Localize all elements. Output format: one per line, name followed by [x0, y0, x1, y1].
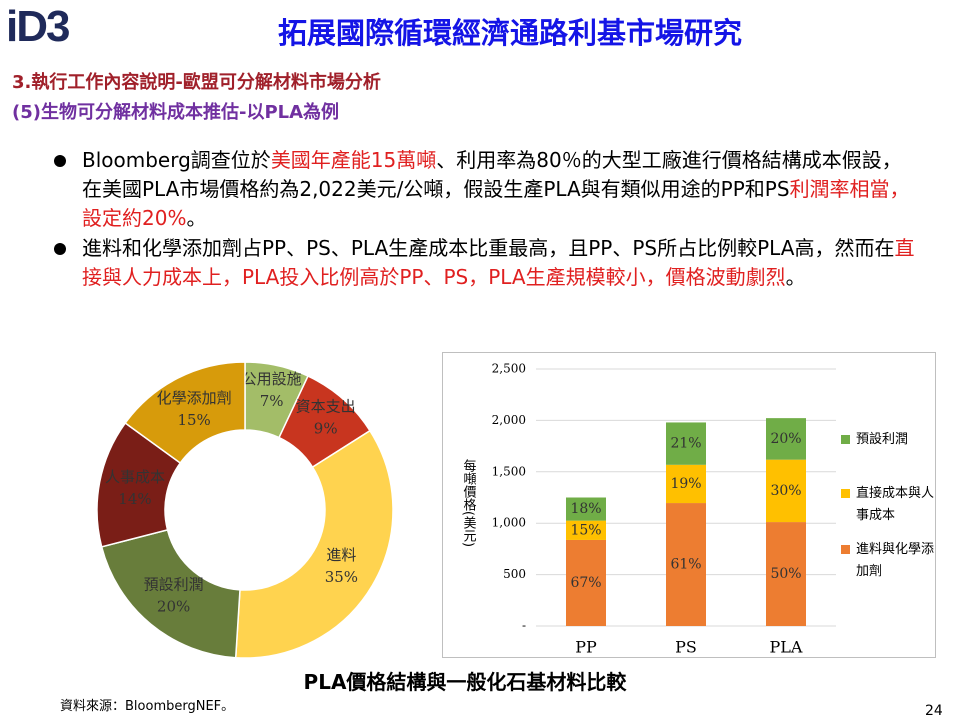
legend-swatch	[841, 435, 850, 444]
legend-label: 進料與化學添加劑	[856, 542, 935, 579]
slice-label: 公用設施	[242, 370, 302, 388]
slice-value-label: 14%	[118, 490, 151, 508]
subsection-heading: (5)生物可分解材料成本推估-以PLA為例	[12, 102, 340, 123]
slice-value-label: 9%	[314, 419, 338, 437]
bullet-text: 。	[186, 206, 207, 230]
bar-share-label: 67%	[570, 575, 601, 591]
bar-segment	[566, 539, 606, 626]
bullet-text: 利潤率相當，設定約20%	[82, 177, 910, 230]
bullet-text: 、利用率為80％的大型工廠進行價格結構成本假設，在美國PLA市場價格約為2,02…	[82, 148, 902, 201]
legend-swatch	[841, 489, 850, 498]
legend-label: 預設利潤	[856, 432, 909, 447]
logo: iD3	[6, 2, 71, 51]
legend-entry: 進料與化學添加劑	[841, 539, 936, 583]
bar-share-label: 21%	[670, 436, 701, 452]
bullet-text: 美國年產能15萬噸	[270, 148, 437, 172]
bar-share-label: 15%	[570, 522, 601, 538]
bar-chart: - 500 1,000 1,500 2,000 2,500 每噸價格(美元) PP 67% 15%…	[461, 362, 836, 657]
bullet: Bloomberg調查位於美國年產能15萬噸、利用率為80％的大型工廠進行價格結…	[54, 146, 917, 233]
bar-segment	[666, 464, 706, 504]
caption: PLA價格結構與一般化石基材料比較	[303, 670, 627, 694]
bullet: 進料和化學添加劑占PP、PS、PLA生產成本比重最高，且PP、PS所占比例較PL…	[54, 234, 917, 292]
bar-share-label: 61%	[670, 557, 701, 573]
x-tick-label: PP	[575, 638, 597, 657]
slice-label: 人事成本	[105, 468, 165, 486]
slice-label: 進料	[326, 546, 356, 564]
bullet-text: Bloomberg調查位於	[82, 148, 271, 172]
slice-label: 化學添加劑	[157, 389, 232, 407]
donut-slice	[234, 429, 394, 659]
bar-segment	[766, 459, 806, 523]
bullet-text: 進料和化學添加劑占PP、PS、PLA生產成本比重最高，且PP、PS所占比例較PL…	[82, 236, 895, 260]
page-number: 24	[925, 703, 943, 719]
legend-label: 直接成本與人事成本	[856, 486, 935, 523]
bullet-dot	[54, 243, 66, 255]
bullet-dot	[54, 155, 66, 167]
bar-segment	[666, 422, 706, 465]
legend-entry: 直接成本與人事成本	[841, 483, 936, 527]
bullet-text: 直接與人力成本上，PLA投入比例高於PP、PS，PLA生產規模較小，價格波動劇烈	[82, 236, 915, 289]
legend-entry: 預設利潤	[841, 429, 936, 451]
bar-share-label: 19%	[670, 476, 701, 492]
bar-segment	[766, 522, 806, 626]
donut-slice	[124, 361, 246, 465]
bar-segment	[766, 418, 806, 460]
slice-label: 預設利潤	[144, 575, 204, 593]
slice-value-label: 7%	[260, 392, 284, 410]
bar-chart-frame: - 500 1,000 1,500 2,000 2,500 每噸價格(美元) PP 67% 15%…	[442, 352, 936, 658]
source: 資料來源：BloombergNEF。	[60, 699, 235, 714]
y-tick-label: -	[522, 619, 526, 633]
legend-swatch	[841, 545, 850, 554]
title: 拓展國際循環經濟通路利基市場研究	[277, 16, 742, 50]
donut-slice	[100, 528, 241, 659]
slice-value-label: 15%	[177, 411, 210, 429]
bar-segment	[566, 520, 606, 540]
y-tick-label: 1,500	[492, 464, 526, 478]
slice-value-label: 20%	[157, 597, 190, 615]
bar-segment	[666, 503, 706, 626]
donut-chart: 公用設施 7% 資本支出 9% 進料 35% 預設利潤 20% 人事成本 14% 化學添加劑 15%	[96, 361, 394, 659]
bar-segment	[566, 497, 606, 521]
x-tick-label: PLA	[770, 638, 803, 657]
y-tick-label: 2,500	[492, 362, 526, 376]
y-axis-label: 每噸價格(美元)	[461, 458, 477, 547]
x-tick-label: PS	[675, 638, 697, 657]
y-tick-label: 500	[503, 567, 526, 581]
slice-label: 資本支出	[296, 397, 356, 415]
bullet-text: 。	[785, 265, 806, 289]
section-heading: 3.執行工作內容說明-歐盟可分解材料市場分析	[12, 72, 381, 93]
y-tick-label: 2,000	[492, 413, 526, 427]
bar-share-label: 20%	[770, 431, 801, 447]
bar-share-label: 30%	[770, 483, 801, 499]
slice-value-label: 35%	[325, 568, 358, 586]
y-tick-label: 1,000	[492, 516, 526, 530]
bar-share-label: 18%	[570, 501, 601, 517]
bar-share-label: 50%	[770, 566, 801, 582]
